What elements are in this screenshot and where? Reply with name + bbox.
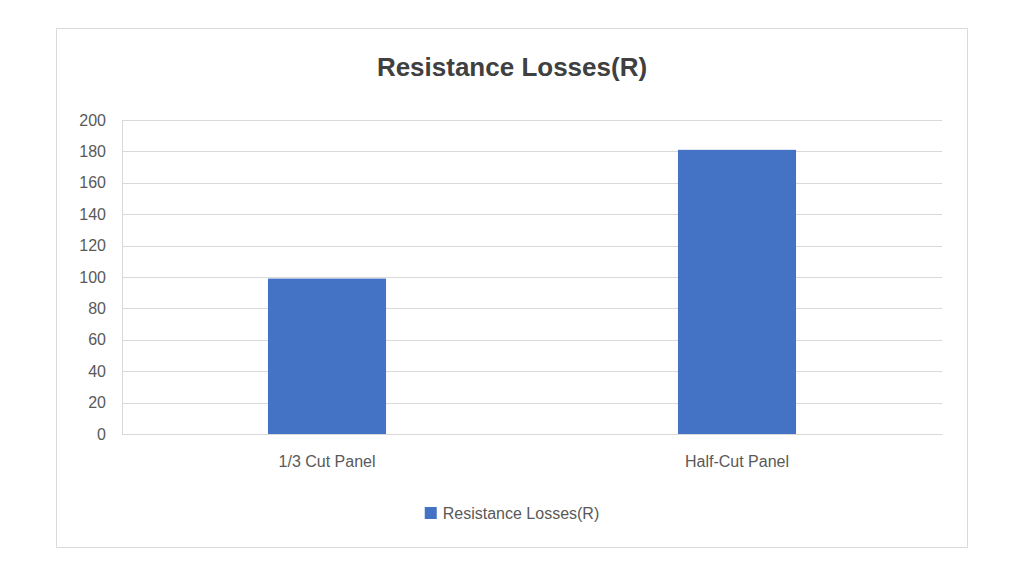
y-tick-label: 0 <box>97 426 106 443</box>
y-tick: 20 <box>88 394 122 411</box>
y-axis: 0 20 40 60 80 100 120 140 160 180 200 <box>79 112 122 443</box>
grid-line <box>122 277 942 278</box>
bars <box>268 150 796 434</box>
y-tick: 40 <box>88 363 122 380</box>
bar <box>268 279 386 434</box>
grid-line <box>122 340 942 341</box>
x-axis-line <box>123 434 943 435</box>
y-tick: 180 <box>79 143 122 160</box>
chart: Resistance Losses(R) 0 20 40 60 80 100 120 140 16… <box>0 0 1024 576</box>
y-tick: 200 <box>79 112 122 129</box>
grid-line <box>122 434 942 435</box>
grid-line <box>122 371 942 372</box>
y-tick-label: 80 <box>88 300 106 317</box>
grid-line <box>122 183 942 184</box>
grid-line <box>122 308 942 309</box>
y-tick: 0 <box>97 426 122 443</box>
y-tick: 160 <box>79 174 122 191</box>
x-tick-label: Half-Cut Panel <box>685 453 789 470</box>
x-tick-label: 1/3 Cut Panel <box>279 453 376 470</box>
legend-label: Resistance Losses(R) <box>443 505 600 522</box>
grid-line <box>122 151 942 152</box>
grid-line <box>122 403 942 404</box>
y-tick-label: 180 <box>79 143 106 160</box>
legend: Resistance Losses(R) <box>425 505 600 522</box>
y-tick-label: 200 <box>79 112 106 129</box>
y-axis-line <box>122 121 123 435</box>
bar <box>678 150 796 434</box>
legend-swatch <box>425 507 437 519</box>
y-tick: 100 <box>79 269 122 286</box>
y-tick-label: 40 <box>88 363 106 380</box>
y-tick-label: 60 <box>88 331 106 348</box>
grid-line <box>122 246 942 247</box>
grid <box>122 121 942 435</box>
y-tick: 120 <box>79 237 122 254</box>
y-tick: 80 <box>88 300 122 317</box>
x-axis: 1/3 Cut Panel Half-Cut Panel <box>123 434 943 470</box>
y-tick-label: 160 <box>79 174 106 191</box>
chart-frame <box>57 29 968 548</box>
y-tick: 60 <box>88 331 122 348</box>
title: Resistance Losses(R) <box>377 52 647 82</box>
grid-line <box>122 120 942 121</box>
y-tick-label: 100 <box>79 269 106 286</box>
y-tick-label: 140 <box>79 206 106 223</box>
x-tick: 1/3 Cut Panel <box>279 434 376 470</box>
y-tick-label: 20 <box>88 394 106 411</box>
y-tick: 140 <box>79 206 122 223</box>
x-tick: Half-Cut Panel <box>685 434 789 470</box>
y-tick-label: 120 <box>79 237 106 254</box>
grid-line <box>122 214 942 215</box>
